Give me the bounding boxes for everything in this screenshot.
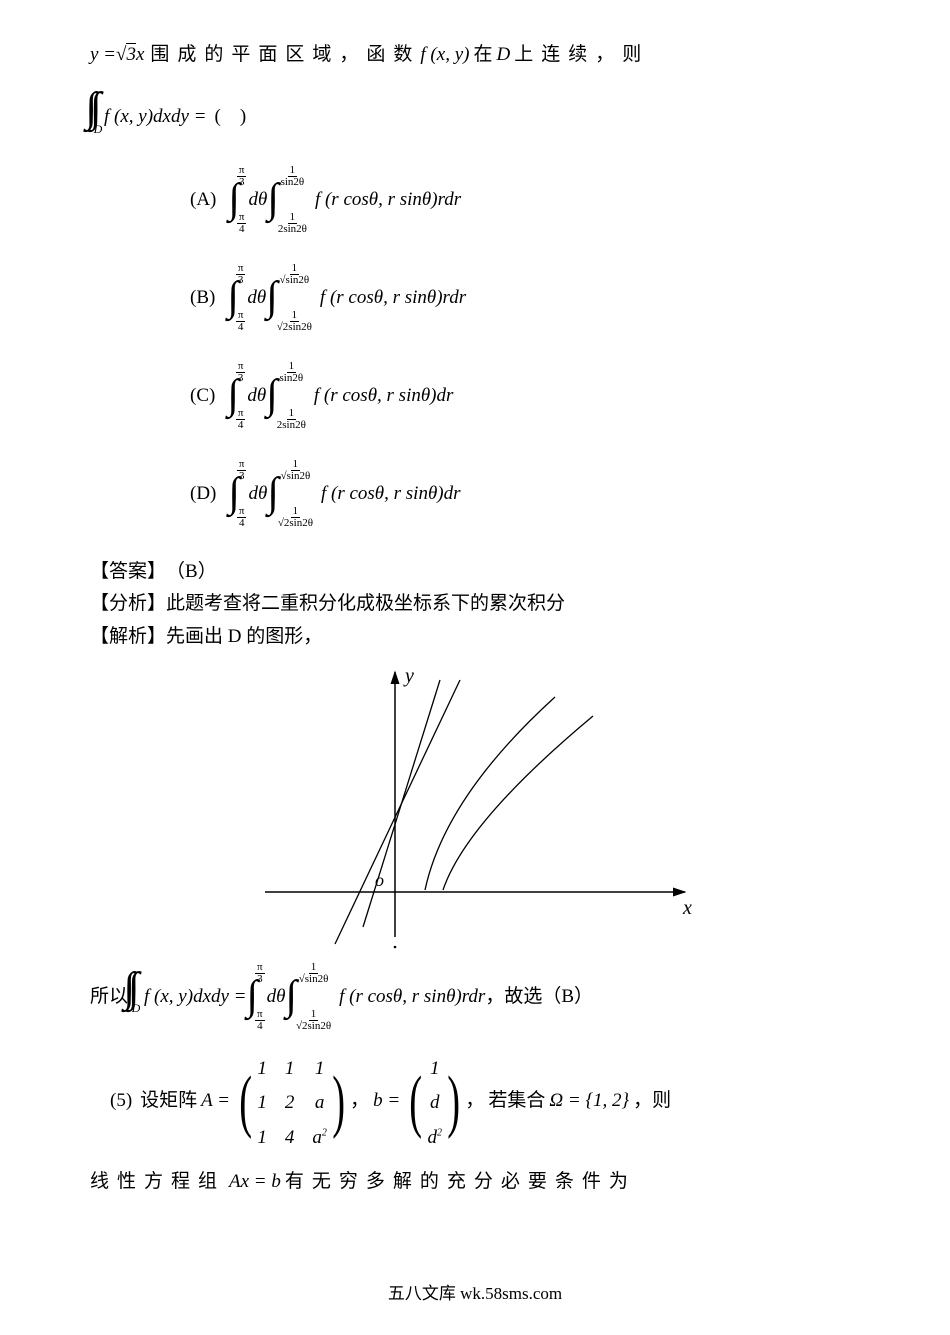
matrix-b-cell: 1: [428, 1054, 443, 1084]
p5-beq: b =: [373, 1086, 400, 1116]
option-b: (B) ∫ π3 π4 dθ ∫ 1√sin2θ 1√2sin2θ f (r c…: [190, 263, 860, 333]
matrix-a-cell: 1: [257, 1054, 267, 1084]
math-fxy: f (x, y): [420, 40, 469, 70]
answer-label: 【答案】: [90, 557, 166, 587]
option-c: (C) ∫ π3 π4 dθ ∫ 1sin2θ 12sin2θ f (r cos…: [190, 361, 860, 431]
matrix-a-cell: 1: [257, 1123, 267, 1153]
option-d-expr: f (r cosθ, r sinθ)dr: [321, 479, 461, 509]
page-footer: 五八文库 wk.58sms.com: [0, 1280, 950, 1307]
matrix-a-cell: 1: [312, 1054, 327, 1084]
matrix-b-cell: d: [428, 1088, 443, 1118]
option-a-label: (A): [190, 185, 216, 215]
matrix-a-cell: 1: [257, 1088, 267, 1118]
problem5-line: (5) 设矩阵 A = ( 11112a14a2 ) ， b = ( 1dd2 …: [90, 1050, 860, 1153]
p5-label: (5): [110, 1086, 132, 1116]
matrix-b: ( 1dd2 ): [404, 1050, 465, 1153]
solution-suffix: ，故选（B）: [485, 982, 593, 1012]
p5-text1: 设矩阵: [140, 1086, 197, 1116]
analysis-line: 【分析】 此题考查将二重积分化成极坐标系下的累次积分: [90, 589, 860, 619]
double-integral-line: ∫∫ D f (x, y)dxdy = ( ): [90, 96, 860, 138]
paren-blank: ( ): [215, 102, 247, 132]
math-D: D: [496, 40, 510, 70]
option-a: (A) ∫ π3 π4 dθ ∫ 1sin2θ 12sin2θ f (r cos…: [190, 165, 860, 235]
explain-text: 先画出 D 的图形，: [166, 622, 322, 652]
p5-comma1: ，: [350, 1086, 369, 1116]
matrix-a-cell: a: [312, 1088, 327, 1118]
option-d: (D) ∫ π3 π4 dθ ∫ 1√sin2θ 1√2sin2θ f (r c…: [190, 459, 860, 529]
math-y-eq: y =: [90, 40, 116, 70]
explain-line: 【解析】 先画出 D 的图形，: [90, 622, 860, 652]
matrix-b-cell: d2: [428, 1123, 443, 1153]
p5-last1: 线性方程组: [90, 1167, 225, 1197]
solution-line: 所以 ∫∫ D f (x, y)dxdy = ∫ π3 π4 dθ ∫ 1√si…: [90, 962, 860, 1032]
text-at: 在: [473, 40, 492, 70]
option-a-expr: f (r cosθ, r sinθ)rdr: [315, 185, 461, 215]
double-integral: ∫∫ D f (x, y)dxdy =: [90, 96, 207, 138]
option-c-expr: f (r cosθ, r sinθ)dr: [314, 381, 454, 411]
option-b-expr: f (r cosθ, r sinθ)rdr: [320, 283, 466, 313]
p5-Aeq: A =: [201, 1086, 230, 1116]
matrix-a-cell: 2: [285, 1088, 295, 1118]
svg-text:x: x: [682, 897, 692, 919]
problem5-line2: 线性方程组 Ax = b 有无穷多解的充分必要条件为: [90, 1167, 860, 1197]
p5-text3: 若集合: [488, 1086, 545, 1116]
svg-text:y: y: [403, 665, 414, 687]
p5-lasteq: Ax = b: [229, 1167, 281, 1197]
matrix-a-cell: 1: [285, 1054, 295, 1084]
p5-omega: Ω = {1, 2}: [549, 1086, 629, 1116]
analysis-label: 【分析】: [90, 589, 166, 619]
p5-last2: 有无穷多解的充分必要条件为: [285, 1167, 636, 1197]
answer-value: （B）: [166, 557, 217, 587]
answer-line: 【答案】 （B）: [90, 557, 860, 587]
option-b-label: (B): [190, 283, 215, 313]
svg-text:o: o: [375, 870, 384, 890]
region-graph: y x o: [245, 662, 705, 952]
option-d-label: (D): [190, 479, 216, 509]
option-c-label: (C): [190, 381, 215, 411]
solution-prefix: 所以: [90, 982, 128, 1012]
explain-label: 【解析】: [90, 622, 166, 652]
p5-comma2: ，: [465, 1086, 484, 1116]
p5-text4: ，则: [633, 1086, 671, 1116]
matrix-a-cell: a2: [312, 1123, 327, 1153]
analysis-text: 此题考查将二重积分化成极坐标系下的累次积分: [166, 589, 565, 619]
math-sqrt3x: √3x: [116, 40, 144, 70]
text-region: 围成的平面区域，函数: [150, 40, 420, 70]
problem4-line1: y = √3x 围成的平面区域，函数 f (x, y) 在 D 上连续，则: [90, 40, 860, 70]
matrix-A: ( 11112a14a2 ): [234, 1050, 350, 1153]
text-continuous: 上连续，则: [514, 40, 649, 70]
integral-body: f (x, y)dxdy =: [104, 102, 207, 132]
matrix-a-cell: 4: [285, 1123, 295, 1153]
